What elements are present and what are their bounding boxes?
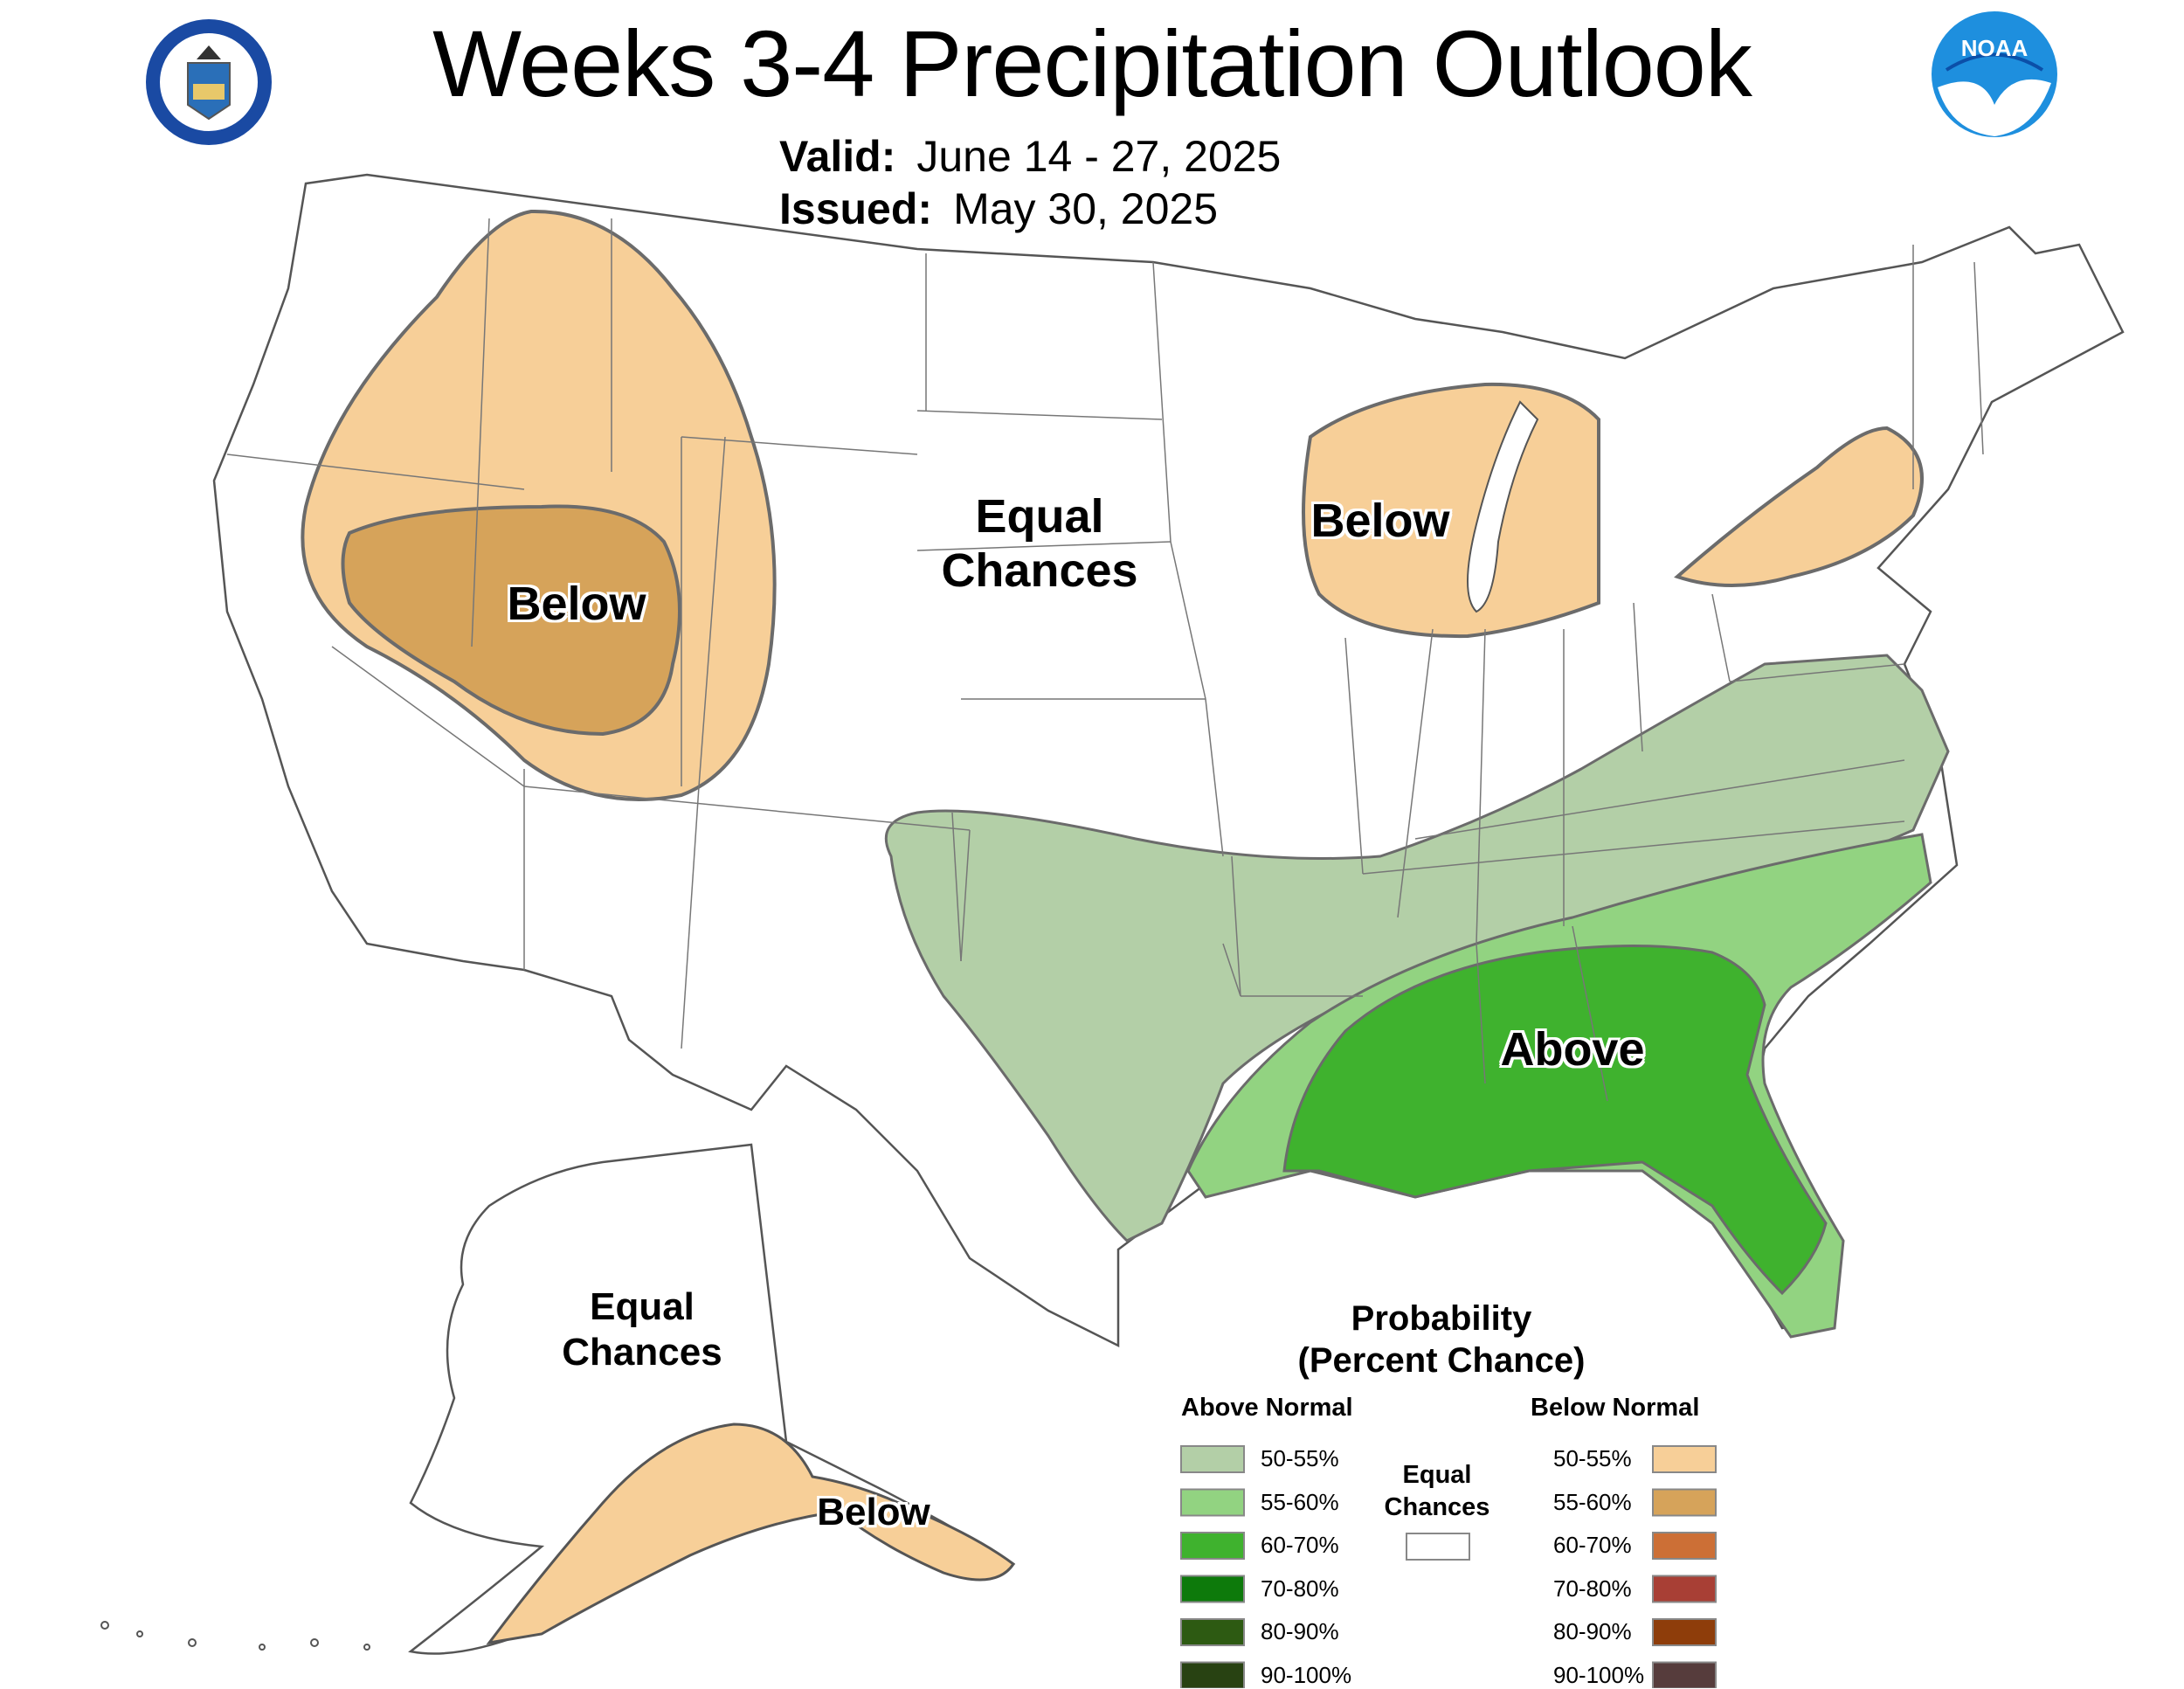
lake-michigan bbox=[1467, 400, 1539, 613]
alaska-ec-line2: Chances bbox=[562, 1331, 722, 1374]
west-below-core bbox=[341, 504, 681, 737]
legend-ec-line1: Equal bbox=[1402, 1461, 1472, 1489]
legend-swatch-below-70-to-80 bbox=[1652, 1575, 1717, 1603]
legend-swatch-below-60-to-70 bbox=[1652, 1532, 1717, 1560]
alaska-outline bbox=[408, 1143, 1016, 1655]
legend-swatch-below-50-to-55 bbox=[1652, 1445, 1717, 1473]
alaska-below-label: Below bbox=[817, 1491, 930, 1533]
legend-label-above-1: 55-60% bbox=[1261, 1488, 1339, 1515]
commerce-seal-icon bbox=[146, 19, 272, 145]
alaska-below-region bbox=[486, 1422, 1016, 1645]
valid-row: Valid: June 14 - 27, 2025 bbox=[779, 131, 1281, 182]
issued-row: Issued: May 30, 2025 bbox=[779, 183, 1218, 234]
legend-below-header: Below Normal bbox=[1531, 1394, 1700, 1422]
department-of-commerce-seal-logo bbox=[144, 17, 273, 147]
above-60-70-region bbox=[1282, 945, 1828, 1296]
legend-swatch-above-60-to-70 bbox=[1180, 1532, 1245, 1560]
legend-title-line2: (Percent Chance) bbox=[1297, 1341, 1586, 1380]
great-lakes-below-label: Below bbox=[1310, 495, 1450, 547]
legend-label-above-0: 50-55% bbox=[1261, 1445, 1339, 1471]
legend-swatch-above-90-to-100 bbox=[1180, 1661, 1245, 1688]
legend-swatch-below-90-to-100 bbox=[1652, 1661, 1717, 1688]
legend-label-below-4: 80-90% bbox=[1553, 1618, 1632, 1644]
northeast-below-region bbox=[1674, 426, 1924, 587]
noaa-logo-text: NOAA bbox=[1960, 35, 2028, 61]
page-title: Weeks 3-4 Precipitation Outlook bbox=[432, 10, 1752, 116]
legend-swatch-above-80-to-90 bbox=[1180, 1618, 1245, 1646]
noaa-logo-icon bbox=[1932, 11, 2057, 137]
legend-swatch-equal-chances bbox=[1406, 1533, 1470, 1561]
legend-label-below-5: 90-100% bbox=[1553, 1661, 1645, 1688]
legend-title-line1: Probability bbox=[1351, 1299, 1532, 1338]
legend-label-above-5: 90-100% bbox=[1261, 1661, 1352, 1688]
noaa-logo: NOAA bbox=[1929, 9, 2060, 140]
central-ec-line2: Chances bbox=[941, 544, 1138, 597]
central-ec-label: Equal Chances bbox=[909, 489, 1171, 598]
legend-label-below-1: 55-60% bbox=[1553, 1488, 1632, 1515]
legend-ec-label: Equal Chances bbox=[1372, 1459, 1503, 1524]
legend-label-below-0: 50-55% bbox=[1553, 1445, 1632, 1471]
central-ec-line1: Equal bbox=[975, 490, 1104, 543]
legend-swatch-above-55-to-60 bbox=[1180, 1488, 1245, 1517]
legend-above-header: Above Normal bbox=[1181, 1394, 1353, 1422]
issued-value: May 30, 2025 bbox=[953, 184, 1219, 233]
legend-label-above-3: 70-80% bbox=[1261, 1575, 1339, 1602]
legend-swatch-above-70-to-80 bbox=[1180, 1575, 1245, 1603]
southeast-above-label: Above bbox=[1500, 1023, 1645, 1076]
legend-swatch-below-80-to-90 bbox=[1652, 1618, 1717, 1646]
legend-label-below-3: 70-80% bbox=[1553, 1575, 1632, 1602]
valid-value: June 14 - 27, 2025 bbox=[916, 132, 1282, 181]
alaska-ec-line1: Equal bbox=[590, 1285, 695, 1328]
valid-label: Valid: bbox=[779, 132, 896, 181]
legend-swatch-above-50-to-55 bbox=[1180, 1445, 1245, 1473]
legend-label-above-4: 80-90% bbox=[1261, 1618, 1339, 1644]
legend-label-below-2: 60-70% bbox=[1553, 1532, 1632, 1558]
legend-label-above-2: 60-70% bbox=[1261, 1532, 1339, 1558]
legend-swatch-below-55-to-60 bbox=[1652, 1488, 1717, 1517]
alaska-ec-label: Equal Chances bbox=[524, 1284, 760, 1375]
state-borders bbox=[226, 218, 1984, 1102]
legend-title: Probability (Percent Chance) bbox=[1258, 1298, 1625, 1381]
legend-ec-line2: Chances bbox=[1384, 1493, 1490, 1521]
west-below-label: Below bbox=[507, 578, 646, 630]
issued-label: Issued: bbox=[779, 184, 933, 233]
aleutian-islands bbox=[100, 1621, 370, 1651]
legend-swatches bbox=[1180, 1445, 1717, 1688]
